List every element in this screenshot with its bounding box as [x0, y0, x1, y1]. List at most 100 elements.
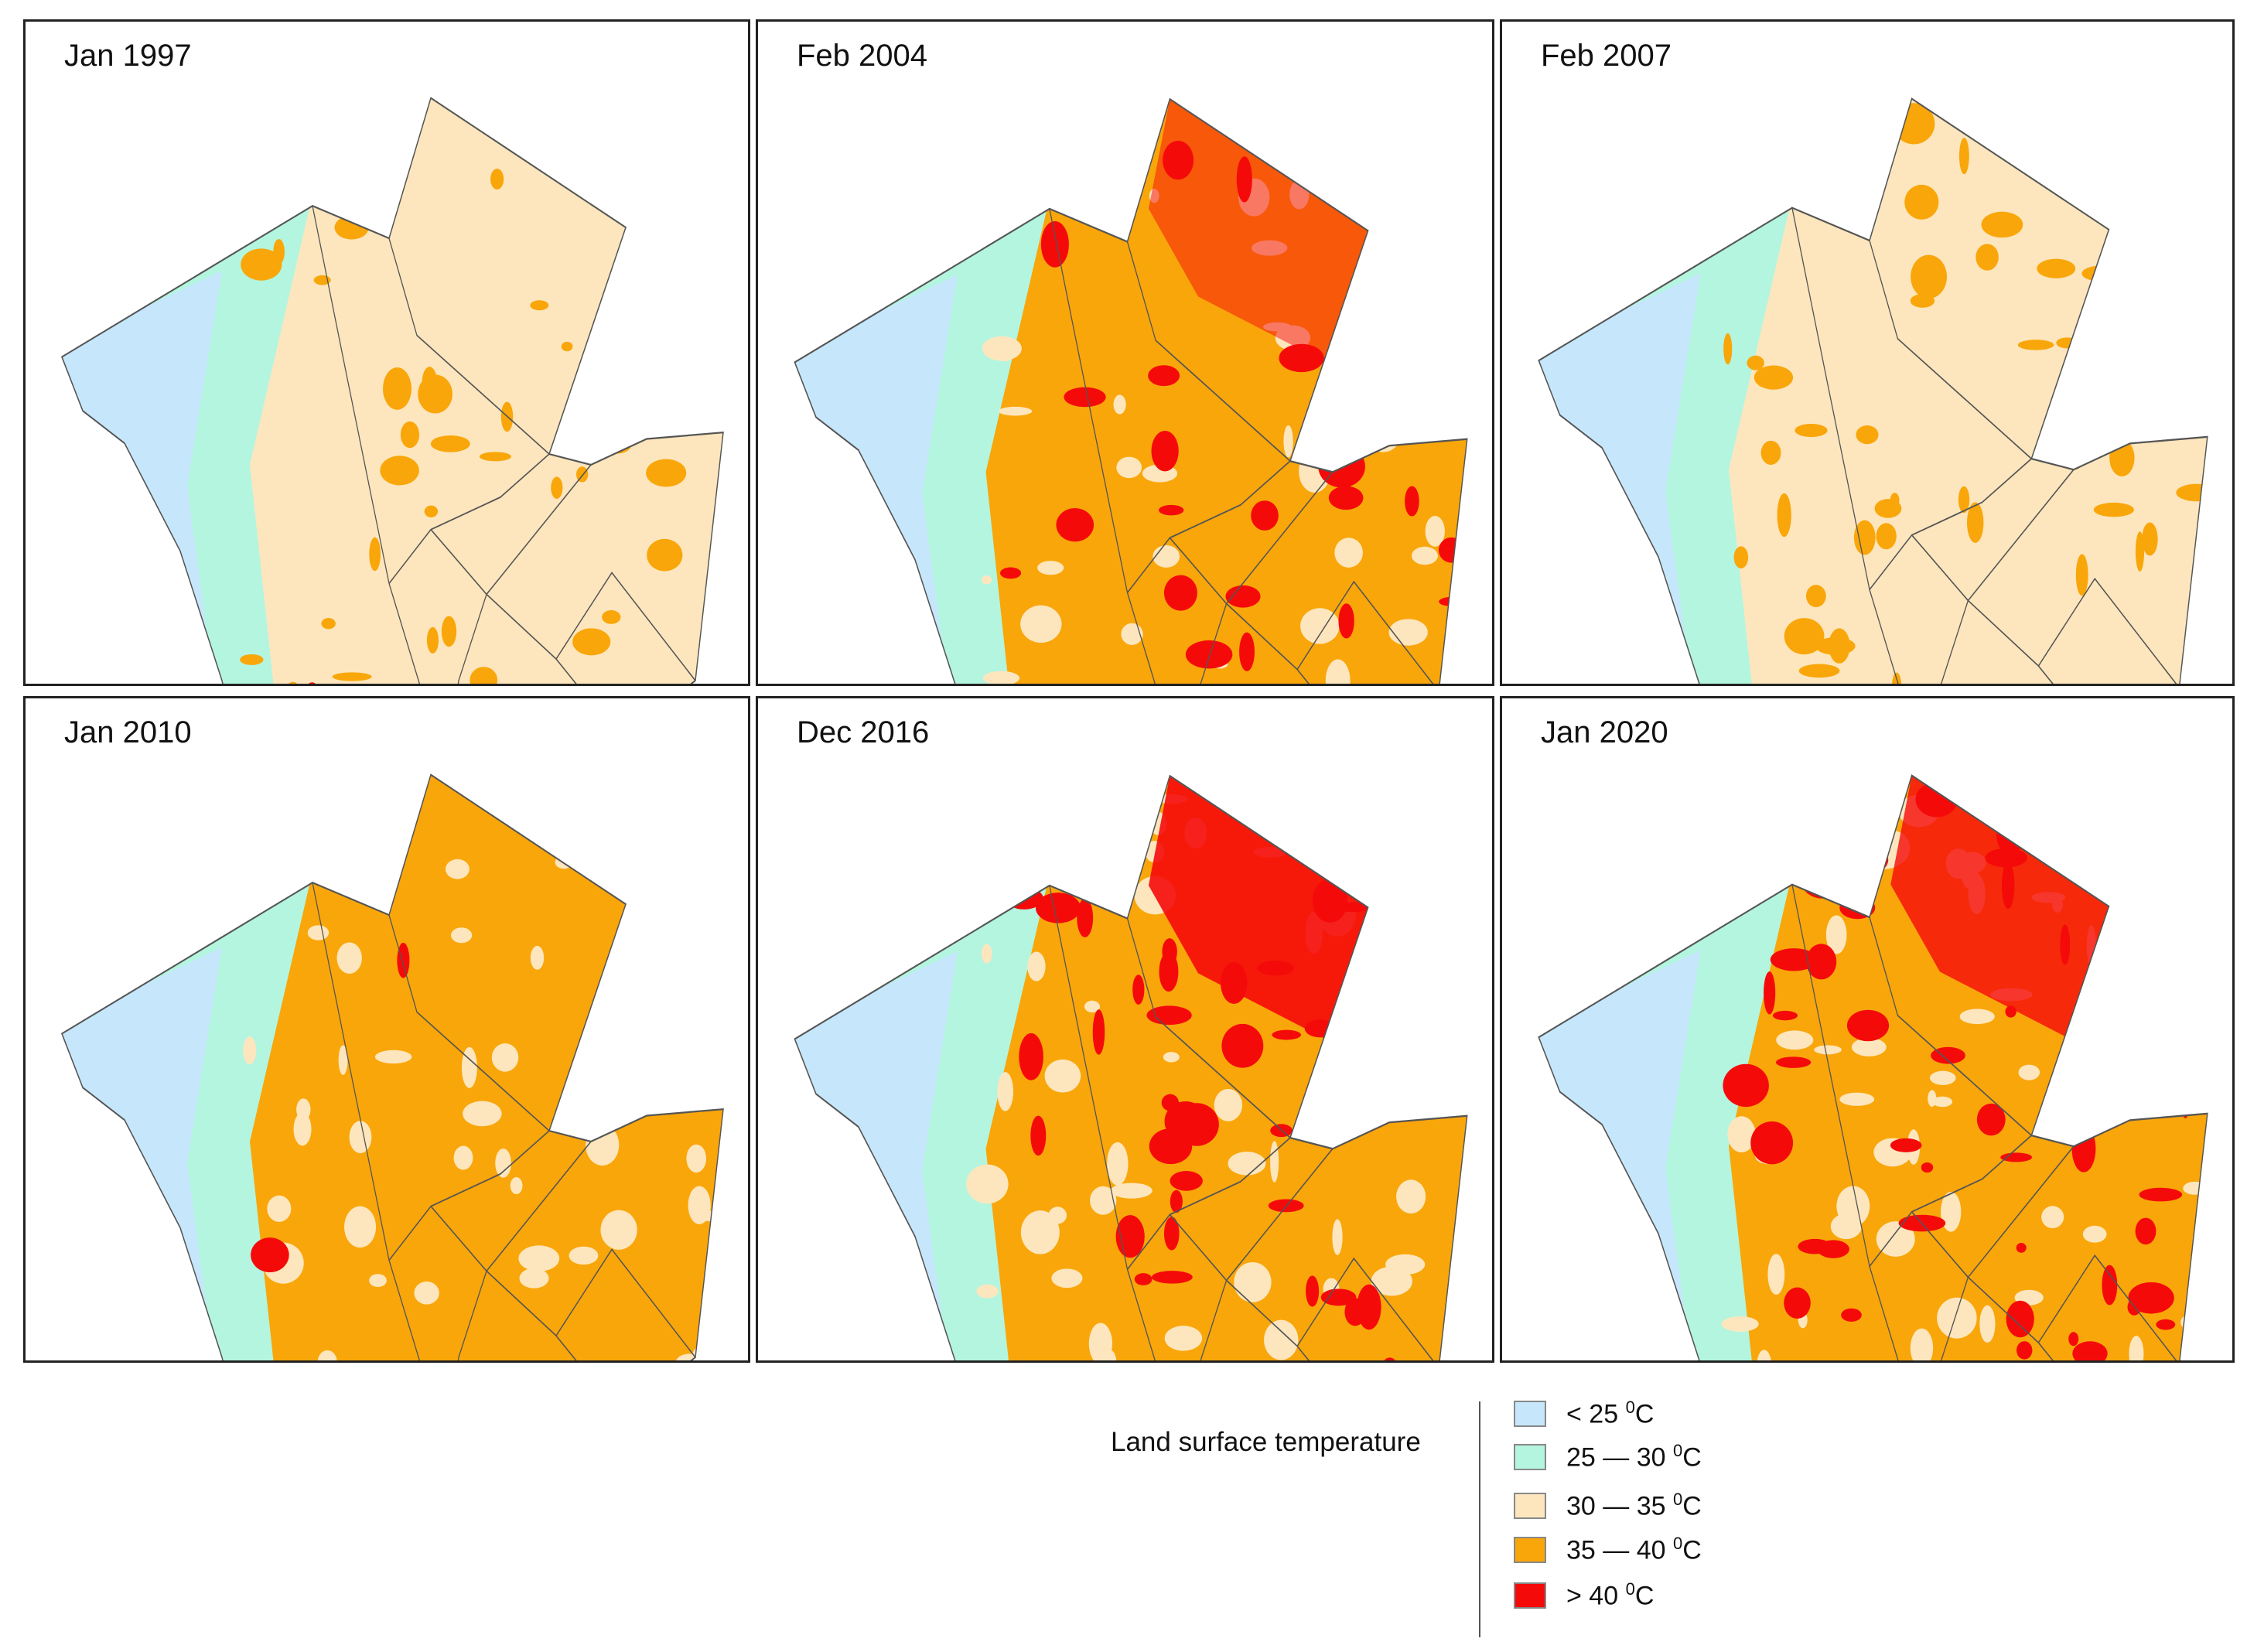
temperature-patch: [470, 667, 498, 684]
temperature-patch: [602, 609, 621, 624]
temperature-patch: [2018, 1064, 2040, 1080]
temperature-patch: [688, 1186, 711, 1224]
hot-patch: [2156, 1319, 2176, 1330]
temperature-patch: [479, 452, 511, 462]
temperature-patch: [1777, 493, 1791, 538]
district-boundary: [1869, 458, 2032, 591]
temperature-patch: [1981, 211, 2023, 238]
temperature-patch: [1851, 1037, 1887, 1056]
hot-patch: [1817, 1240, 1849, 1258]
hot-patch: [1890, 1138, 1922, 1152]
temperature-patch: [332, 672, 372, 681]
hot-patch: [2016, 1341, 2033, 1360]
district-boundary: [1200, 1280, 1228, 1360]
temperature-patch: [1754, 365, 1794, 390]
hot-patch: [1179, 1111, 1200, 1131]
temperature-patch: [1371, 684, 1404, 686]
temperature-patch: [1959, 1009, 1995, 1025]
temperature-patch: [1056, 145, 1084, 155]
temperature-patch: [1774, 837, 1786, 858]
hot-patch: [1806, 944, 1837, 980]
temperature-patch: [2052, 425, 2085, 435]
legend-swatch: [1514, 1582, 1546, 1609]
temperature-patch: [2075, 554, 2088, 596]
temperature-patch: [966, 1164, 1009, 1204]
temperature-patch: [426, 626, 439, 654]
temperature-patch: [1163, 1052, 1180, 1063]
temperature-patch: [1296, 152, 1313, 172]
temperature-patch: [1116, 456, 1142, 479]
temperature-patch: [1234, 1261, 1272, 1302]
temperature-patch: [1825, 915, 1847, 954]
map-panel-jan-2010: Jan 2010: [23, 696, 750, 1363]
legend-swatch: [1514, 1537, 1546, 1563]
hot-patch: [1344, 1100, 1354, 1112]
temperature-patch: [1723, 333, 1733, 365]
temperature-patch: [604, 777, 626, 816]
temperature-patch: [1910, 1328, 1934, 1360]
hot-patch: [2123, 902, 2163, 944]
temperature-patch: [600, 145, 626, 168]
hot-patch: [1750, 1121, 1794, 1165]
temperature-patch: [2141, 322, 2174, 353]
temperature-patch: [1037, 561, 1064, 575]
temperature-patch: [998, 406, 1033, 416]
temperature-patch: [1392, 116, 1429, 140]
hot-patch: [1723, 1063, 1769, 1108]
hot-patch: [1328, 486, 1364, 510]
temperature-patch: [706, 636, 723, 655]
district-boundary: [1049, 208, 1156, 684]
temperature-patch: [490, 169, 504, 190]
temperature-patch: [2135, 531, 2145, 572]
temperature-patch: [981, 575, 992, 585]
temperature-patch: [1214, 1088, 1243, 1121]
hot-patch: [1365, 852, 1385, 889]
legend-swatch: [1514, 1401, 1546, 1427]
temperature-patch: [240, 654, 264, 665]
hot-patch: [1040, 220, 1069, 268]
district-boundary: [1226, 1279, 1310, 1360]
temperature-patch: [1403, 254, 1435, 270]
district-boundary: [555, 572, 696, 681]
temperature-patch: [1958, 486, 1970, 514]
legend-title: Land surface temperature: [1111, 1427, 1421, 1457]
temperature-patch: [623, 1004, 655, 1047]
hot-patch: [1221, 1023, 1264, 1068]
legend-swatch: [1514, 1444, 1546, 1470]
temperature-patch: [1048, 1207, 1067, 1224]
lst-map-jan-1997: [60, 97, 724, 684]
hot-patch: [2006, 1300, 2034, 1338]
hot-patch: [1159, 504, 1184, 516]
temperature-patch: [1814, 1045, 1842, 1055]
hot-patch: [1271, 793, 1304, 808]
hot-patch: [1163, 1217, 1180, 1251]
hot-patch: [1320, 1288, 1357, 1306]
district-boundary: [1791, 884, 1899, 1360]
district-boundary: [1296, 1257, 1434, 1360]
temperature-patch: [1721, 1316, 1759, 1332]
temperature-patch: [1334, 807, 1357, 841]
temperature-patch: [450, 927, 473, 944]
temperature-patch: [646, 459, 687, 487]
temperature-patch: [1385, 1254, 1426, 1275]
hot-patch: [2135, 1217, 2157, 1245]
district-boundary: [2037, 577, 2177, 684]
temperature-patch: [2081, 265, 2123, 282]
hot-patch: [1170, 1190, 1183, 1213]
temperature-patch: [1090, 1186, 1117, 1215]
hot-patch: [1132, 974, 1145, 1005]
temperature-patch: [1069, 172, 1098, 205]
hot-patch: [1030, 1115, 1047, 1156]
hot-patch: [1402, 926, 1412, 936]
legend-divider: [1479, 1401, 1480, 1637]
temperature-patch: [552, 145, 589, 165]
hot-patch: [1019, 1032, 1043, 1080]
map-panel-jan-2020: Jan 2020: [1500, 696, 2235, 1363]
district-boundary: [1968, 599, 2054, 684]
temperature-patch: [1013, 826, 1032, 839]
temperature-patch: [981, 944, 992, 964]
temperature-patch: [422, 367, 438, 399]
hot-patch: [1345, 1026, 1386, 1056]
district-boundary: [1869, 1135, 2032, 1268]
lst-map-dec-2016: [794, 774, 1468, 1360]
